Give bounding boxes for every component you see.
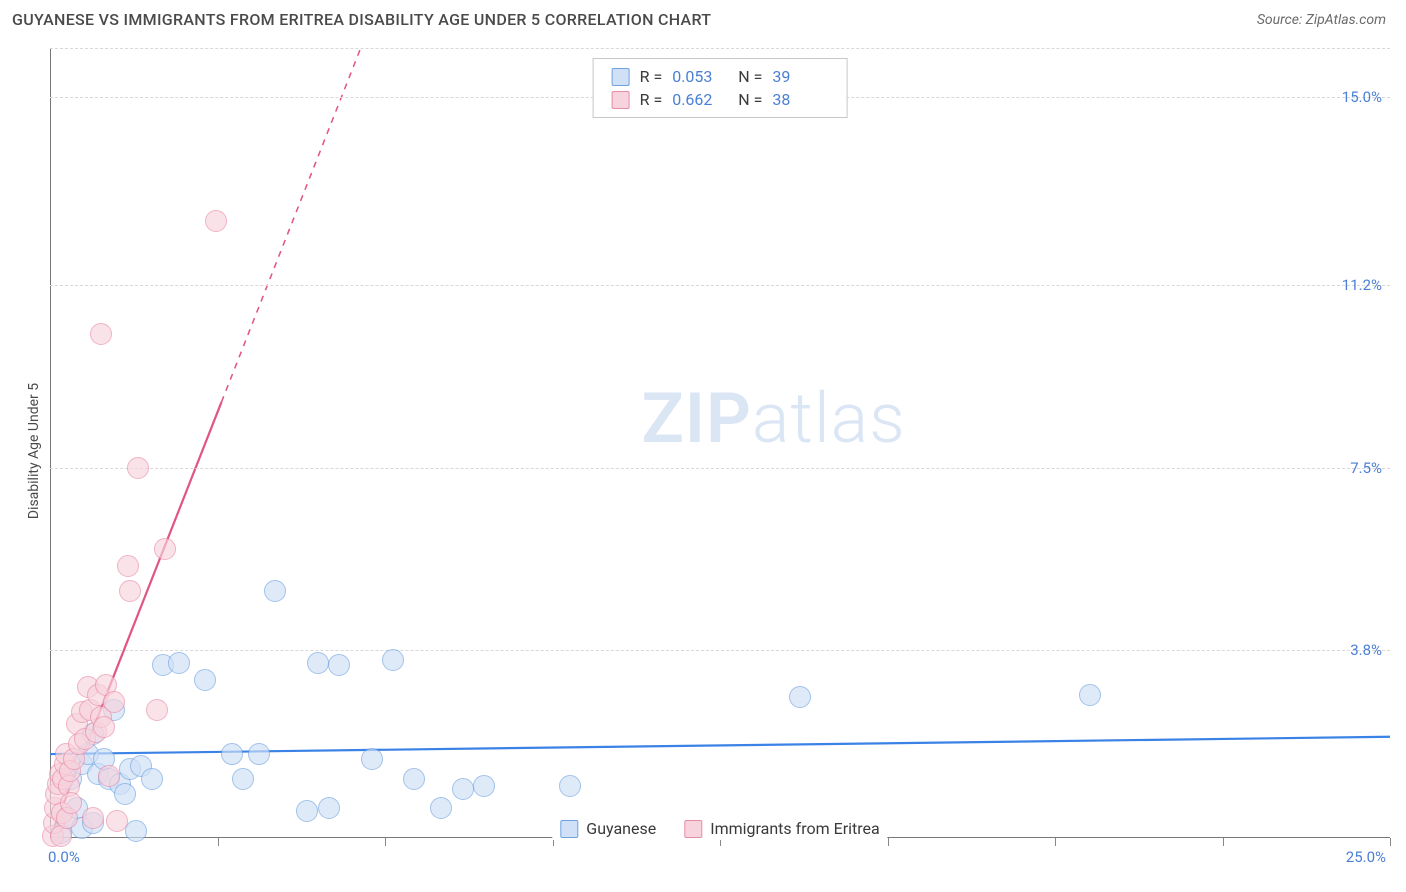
data-point (205, 210, 227, 232)
stats-row: R = 0.053 N = 39 (612, 65, 829, 88)
y-tick-label: 3.8% (1350, 641, 1382, 659)
r-label: R = (640, 90, 663, 109)
n-value: 38 (772, 90, 828, 109)
legend-swatch (560, 820, 578, 838)
legend-swatch (612, 68, 630, 86)
data-point (559, 775, 581, 797)
data-point (789, 686, 811, 708)
x-max-label: 25.0% (1346, 848, 1386, 866)
grid-line (50, 468, 1390, 469)
chart-title: GUYANESE VS IMMIGRANTS FROM ERITREA DISA… (12, 10, 711, 29)
trend-line-dashed (222, 48, 361, 402)
legend-label: Immigrants from Eritrea (710, 819, 879, 838)
data-point (318, 797, 340, 819)
x-tick (218, 838, 219, 846)
y-tick-label: 7.5% (1350, 459, 1382, 477)
x-min-label: 0.0% (48, 848, 80, 866)
watermark: ZIPatlas (641, 378, 905, 460)
data-point (168, 652, 190, 674)
data-point (106, 810, 128, 832)
grid-line (50, 285, 1390, 286)
data-point (154, 538, 176, 560)
n-value: 39 (772, 67, 828, 86)
data-point (194, 669, 216, 691)
data-point (382, 649, 404, 671)
data-point (117, 555, 139, 577)
data-point (119, 580, 141, 602)
r-value: 0.662 (672, 90, 728, 109)
data-point (221, 743, 243, 765)
data-point (98, 765, 120, 787)
legend-item: Guyanese (560, 819, 656, 838)
data-point (127, 457, 149, 479)
data-point (328, 654, 350, 676)
r-label: R = (640, 67, 663, 86)
correlation-stats-box: R = 0.053 N = 39 R = 0.662 N = 38 (593, 58, 848, 118)
watermark-rest: atlas (752, 378, 906, 460)
data-point (82, 807, 104, 829)
trend-lines (50, 48, 1390, 838)
source-attribution: Source: ZipAtlas.com (1257, 12, 1386, 28)
data-point (264, 580, 286, 602)
chart-area: Disability Age Under 5 ZIPatlas 3.8%7.5%… (50, 48, 1390, 838)
y-tick-label: 11.2% (1342, 276, 1382, 294)
legend-item: Immigrants from Eritrea (684, 819, 879, 838)
series-legend: Guyanese Immigrants from Eritrea (552, 817, 887, 840)
data-point (1079, 684, 1101, 706)
data-point (60, 792, 82, 814)
x-tick (1223, 838, 1224, 846)
y-axis-label: Disability Age Under 5 (26, 383, 42, 519)
x-tick (1055, 838, 1056, 846)
data-point (248, 743, 270, 765)
data-point (141, 768, 163, 790)
data-point (430, 797, 452, 819)
y-axis-line (50, 48, 51, 838)
data-point (103, 691, 125, 713)
y-tick-label: 15.0% (1342, 88, 1382, 106)
data-point (473, 775, 495, 797)
legend-swatch (612, 91, 630, 109)
data-point (125, 820, 147, 842)
data-point (403, 768, 425, 790)
data-point (90, 323, 112, 345)
data-point (114, 783, 136, 805)
data-point (452, 778, 474, 800)
data-point (296, 800, 318, 822)
data-point (93, 716, 115, 738)
legend-swatch (684, 820, 702, 838)
data-point (307, 652, 329, 674)
x-tick (1390, 838, 1391, 846)
watermark-zip: ZIP (641, 378, 751, 460)
data-point (361, 748, 383, 770)
stats-row: R = 0.662 N = 38 (612, 88, 829, 111)
x-tick (385, 838, 386, 846)
grid-line (50, 48, 1390, 49)
data-point (232, 768, 254, 790)
legend-label: Guyanese (586, 819, 656, 838)
data-point (146, 699, 168, 721)
r-value: 0.053 (672, 67, 728, 86)
n-label: N = (738, 67, 762, 86)
n-label: N = (738, 90, 762, 109)
grid-line (50, 650, 1390, 651)
scatter-plot: ZIPatlas 3.8% 7.5% 11.2% 15.0% (50, 48, 1390, 838)
